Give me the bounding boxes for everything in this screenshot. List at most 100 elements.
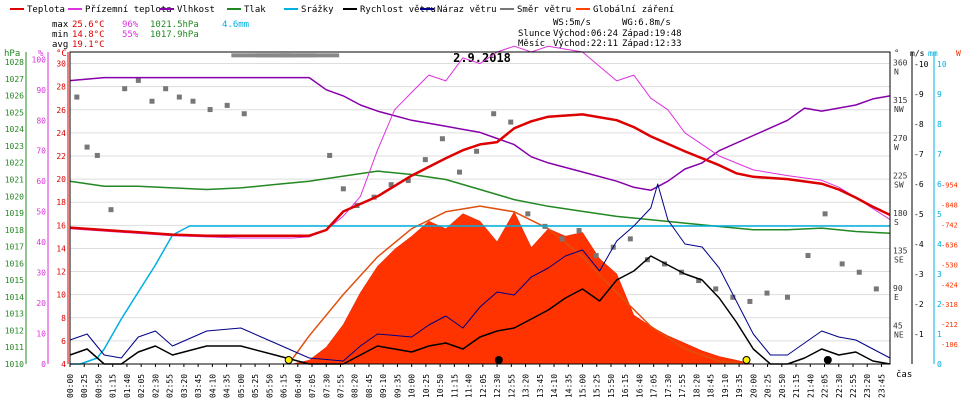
radiation-tick-label: -954 [941, 182, 958, 190]
x-tick-label: 06:40 [294, 374, 303, 398]
humidity-unit: % [38, 49, 44, 59]
wind-direction-point [764, 290, 770, 296]
wind-direction-point [135, 77, 141, 83]
wind-direction-point [474, 148, 480, 154]
x-tick-label: 09:35 [393, 374, 402, 398]
direction-tick-label: NW [894, 105, 904, 114]
x-tick-label: 20:50 [778, 374, 787, 398]
x-tick-label: 16:15 [621, 374, 630, 398]
wind-tick-label: -3 [914, 270, 924, 279]
time-axis-label: čas [896, 369, 912, 380]
wind-direction-point [508, 119, 514, 125]
stat-min-hum: 55% [122, 30, 139, 40]
x-tick-label: 13:45 [536, 374, 545, 398]
wg-value: WG:6.8m/s [622, 18, 671, 28]
humidity-tick-label: 50 [36, 208, 46, 217]
stat-min-temp: 14.8°C [72, 30, 105, 40]
sun-marker [284, 356, 293, 364]
temperature-tick-label: 10 [56, 291, 66, 300]
x-tick-label: 07:30 [322, 374, 331, 398]
sun-marker [742, 356, 751, 364]
humidity-tick-label: 100 [32, 55, 47, 64]
wind-direction-point [439, 136, 445, 142]
x-tick-label: 07:05 [308, 374, 317, 398]
direction-unit: ° [894, 49, 899, 59]
legend-label: Rychlost větru [360, 5, 436, 15]
wind-direction-point [224, 102, 230, 108]
pressure-tick-label: 1018 [5, 226, 24, 235]
direction-tick-label: E [894, 293, 899, 302]
wind-unit: m/s [910, 49, 925, 58]
x-tick-label: 05:25 [251, 374, 260, 398]
radiation-tick-label: -636 [941, 241, 958, 249]
wind-direction-point [122, 86, 128, 92]
wind-direction-point [149, 98, 155, 104]
radiation-tick-label: -848 [941, 202, 958, 210]
x-tick-label: 00:50 [94, 374, 103, 398]
x-tick-label: 06:15 [280, 374, 289, 398]
pressure-tick-label: 1028 [5, 58, 24, 67]
temperature-unit: °C [56, 49, 67, 59]
humidity-tick-label: 20 [36, 299, 46, 308]
x-tick-label: 13:20 [522, 374, 531, 398]
x-tick-label: 21:15 [792, 374, 801, 398]
pressure-tick-label: 1015 [5, 276, 24, 285]
moon-marker [823, 356, 832, 364]
legend-label: Srážky [301, 5, 334, 15]
direction-tick-label: SW [894, 180, 904, 189]
wind-direction-point [405, 177, 411, 183]
wind-direction-point [84, 144, 90, 150]
temperature-tick-label: 26 [56, 106, 66, 115]
x-tick-label: 17:55 [678, 374, 687, 398]
x-tick-label: 18:20 [692, 374, 701, 398]
direction-tick-label: 90 [893, 284, 903, 293]
direction-tick-label: 360 [893, 59, 908, 68]
x-tick-label: 00:00 [66, 374, 75, 398]
wind-direction-point [559, 236, 565, 242]
direction-tick-label: 225 [893, 171, 908, 180]
wind-direction-point [163, 86, 169, 92]
x-tick-label: 04:10 [208, 374, 217, 398]
sun-set: Západ:19:48 [622, 29, 682, 39]
legend-label: Náraz větru [437, 5, 497, 15]
direction-tick-label: 180 [893, 209, 908, 218]
moon-rise: Východ:22:11 [553, 39, 618, 49]
sun-rise: Východ:06:24 [553, 29, 618, 39]
x-tick-label: 11:40 [465, 374, 474, 398]
wind-tick-label: -2 [914, 300, 924, 309]
direction-tick-label: SE [894, 255, 904, 264]
humidity-line [69, 76, 891, 192]
x-tick-label: 10:25 [422, 374, 431, 398]
pressure-tick-label: 1021 [5, 175, 24, 184]
x-tick-label: 22:55 [849, 374, 858, 398]
temperature-tick-label: 22 [56, 152, 66, 161]
x-tick-label: 07:55 [336, 374, 345, 398]
pressure-tick-label: 1026 [5, 92, 24, 101]
legend: Teplota Přízemní teplota Vlhkost Tlak Srážky… [10, 5, 674, 15]
moon-label: Měsíc [518, 39, 545, 49]
rain-tick-label: 9 [937, 90, 942, 99]
moon-marker [494, 356, 503, 364]
radiation-tick-label: -212 [941, 321, 958, 329]
x-tick-label: 12:05 [479, 374, 488, 398]
wind-direction-point [747, 298, 753, 304]
wind-direction-point [94, 152, 100, 158]
x-tick-label: 10:00 [408, 374, 417, 398]
humidity-tick-label: 90 [36, 86, 46, 95]
x-tick-label: 09:10 [379, 374, 388, 398]
direction-tick-label: S [894, 218, 899, 227]
wind-direction-point [279, 53, 340, 58]
ws-value: WS:5m/s [553, 18, 591, 28]
legend-label: Tlak [244, 5, 266, 15]
x-tick-label: 19:10 [721, 374, 730, 398]
temperature-tick-label: 12 [56, 268, 66, 277]
rain-tick-label: 6 [937, 180, 942, 189]
precipitation-line [70, 225, 890, 365]
stat-max-rain: 4.6mm [222, 20, 249, 30]
wind-direction-point [873, 286, 879, 292]
plot-area [69, 45, 891, 365]
wind-direction-point [241, 111, 247, 117]
wind-direction-point [491, 111, 497, 117]
x-tick-label: 14:10 [550, 374, 559, 398]
humidity-tick-label: 10 [36, 330, 46, 339]
